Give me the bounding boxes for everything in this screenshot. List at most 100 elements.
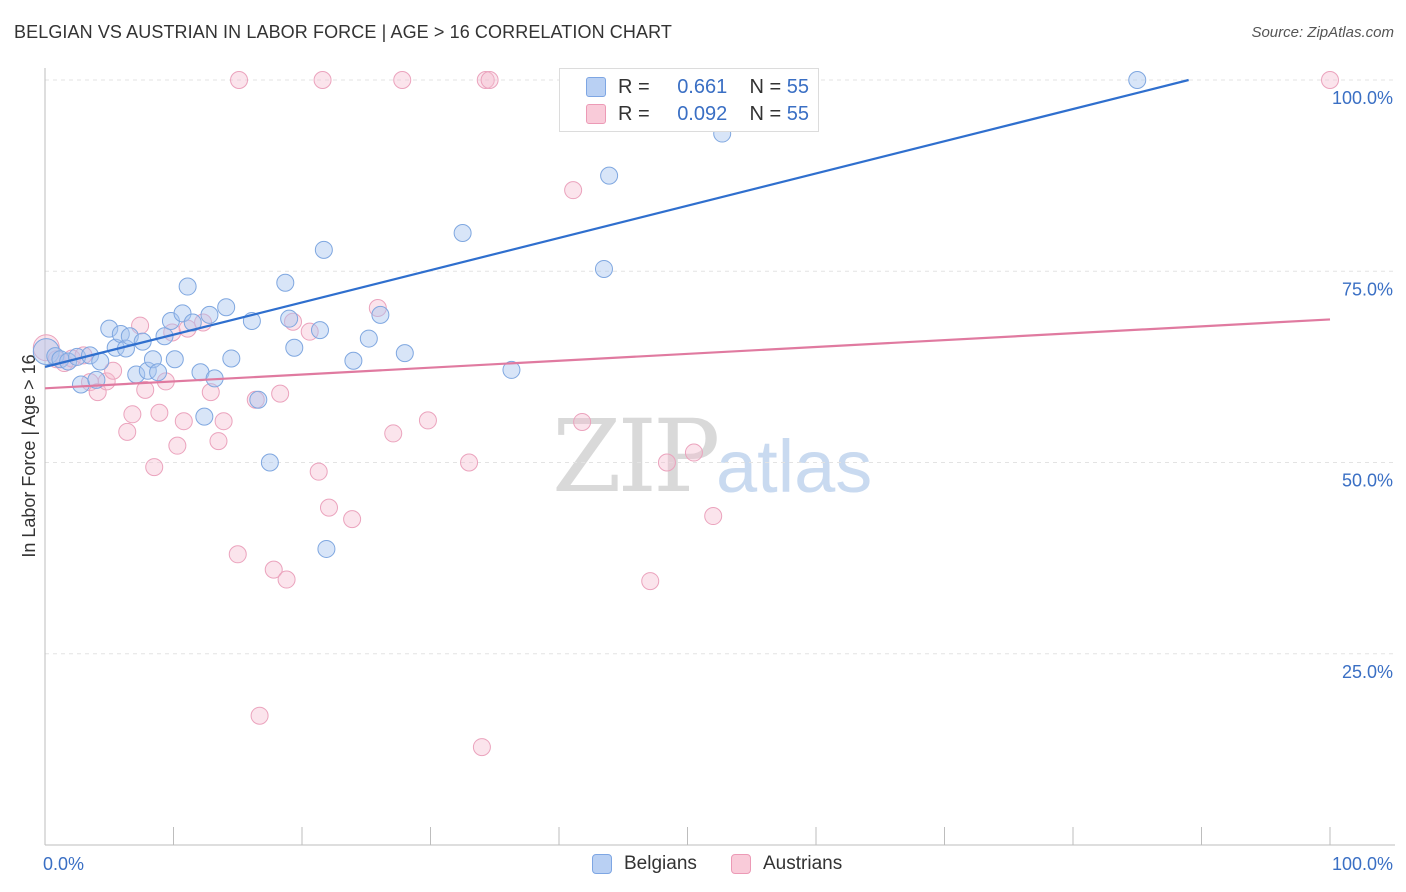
austrian-point	[309, 462, 328, 481]
bottom-legend-austrians: Austrians	[731, 852, 842, 876]
belgian-point	[32, 338, 60, 366]
austrian-point	[641, 572, 660, 591]
y-tick-label: 100.0%	[1332, 88, 1393, 108]
y-tick-label: 50.0%	[1342, 471, 1393, 491]
belgian-point	[280, 309, 299, 328]
belgians-n-value: 55	[786, 75, 809, 98]
austrian-point	[313, 71, 332, 89]
y-tick-label: 75.0%	[1342, 279, 1393, 299]
belgians-legend-label: Belgians	[624, 853, 697, 874]
belgian-point	[200, 305, 219, 324]
belgian-point	[359, 329, 378, 348]
austrians-r-label: R =	[618, 102, 650, 125]
belgian-point	[317, 539, 336, 558]
x-tick-label: 0.0%	[43, 854, 84, 874]
austrians-n-label: N =	[749, 102, 782, 125]
austrian-point	[32, 334, 60, 362]
austrian-point	[343, 510, 362, 529]
austrian-point	[271, 384, 290, 403]
belgian-point	[310, 321, 329, 340]
belgian-point	[183, 313, 202, 332]
austrian-point	[214, 412, 233, 431]
grid-lines	[45, 79, 1395, 655]
austrian-point	[573, 412, 592, 431]
belgian-point	[594, 259, 613, 278]
belgian-point	[276, 273, 295, 292]
austrian-point	[230, 71, 249, 89]
belgian-point	[344, 351, 363, 370]
belgian-point	[260, 453, 279, 472]
austrian-point	[136, 380, 155, 399]
x-tick-label: 100.0%	[1332, 854, 1393, 874]
austrians-n-value: 55	[786, 102, 809, 125]
bottom-legend-belgians: Belgians	[592, 852, 697, 876]
austrian-point	[104, 361, 123, 380]
austrian-point	[460, 453, 479, 472]
austrian-point	[418, 411, 437, 430]
austrian-point	[123, 405, 142, 424]
belgian-point	[87, 370, 106, 389]
belgian-point	[71, 375, 90, 394]
belgians-r-label: R =	[618, 75, 650, 98]
austrian-point	[476, 71, 495, 89]
austrian-point	[1321, 71, 1339, 89]
austrian-point	[145, 458, 164, 477]
belgian-point	[222, 349, 241, 368]
belgians-legend-swatch	[592, 854, 612, 874]
y-tick-labels: 25.0% 50.0% 75.0% 100.0%	[1332, 88, 1393, 682]
source-credit: Source: ZipAtlas.com	[1251, 24, 1394, 41]
austrians-r-value: 0.092	[677, 102, 728, 125]
belgians-r-value: 0.661	[677, 75, 728, 98]
austrian-point	[657, 453, 676, 472]
austrians-points	[32, 71, 1339, 757]
belgian-point	[149, 363, 168, 382]
austrian-point	[393, 71, 412, 89]
belgian-point	[371, 305, 390, 324]
austrian-point	[168, 436, 187, 455]
belgian-point	[217, 298, 236, 317]
belgian-point	[1128, 71, 1147, 89]
austrian-point	[250, 706, 269, 725]
austrian-point	[264, 560, 283, 579]
belgian-point	[502, 360, 521, 379]
belgian-point	[165, 350, 184, 369]
y-axis-label: In Labor Force | Age > 16	[19, 354, 39, 557]
belgian-point	[285, 338, 304, 357]
austrian-point	[564, 181, 583, 200]
belgians-swatch	[586, 77, 606, 97]
austrian-point	[319, 498, 338, 517]
belgians-n-label: N =	[749, 75, 782, 98]
austrian-point	[174, 412, 193, 431]
belgian-point	[178, 277, 197, 296]
belgians-trend-line	[44, 78, 1189, 368]
belgian-point	[600, 166, 619, 185]
x-tick-labels: 0.0% 100.0%	[43, 854, 1393, 874]
austrian-point	[277, 570, 296, 589]
y-tick-label: 25.0%	[1342, 662, 1393, 682]
austrian-point	[704, 507, 723, 526]
austrians-legend-label: Austrians	[763, 853, 843, 874]
austrians-legend-swatch	[731, 854, 751, 874]
axes	[44, 68, 1395, 846]
austrian-point	[228, 545, 247, 564]
austrian-point	[118, 422, 137, 441]
belgian-point	[100, 319, 119, 338]
legend-row-belgians: R = 0.661 N = 55	[586, 74, 809, 100]
austrian-point	[150, 403, 169, 422]
austrians-trend-line	[44, 318, 1331, 390]
belgian-point	[249, 390, 268, 409]
watermark-atlas: atlas	[716, 425, 873, 508]
chart-title: BELGIAN VS AUSTRIAN IN LABOR FORCE | AGE…	[14, 22, 672, 42]
legend-row-austrians: R = 0.092 N = 55	[586, 101, 809, 127]
watermark-zip: ZIP	[552, 398, 720, 515]
austrian-point	[480, 71, 499, 89]
austrian-point	[384, 424, 403, 443]
belgian-point	[453, 224, 472, 242]
austrian-point	[201, 383, 220, 402]
austrian-point	[368, 298, 387, 317]
austrian-point	[684, 443, 703, 462]
austrian-point	[209, 432, 228, 451]
austrians-swatch	[586, 104, 606, 124]
belgian-point	[314, 240, 333, 259]
trend-lines	[44, 78, 1331, 390]
